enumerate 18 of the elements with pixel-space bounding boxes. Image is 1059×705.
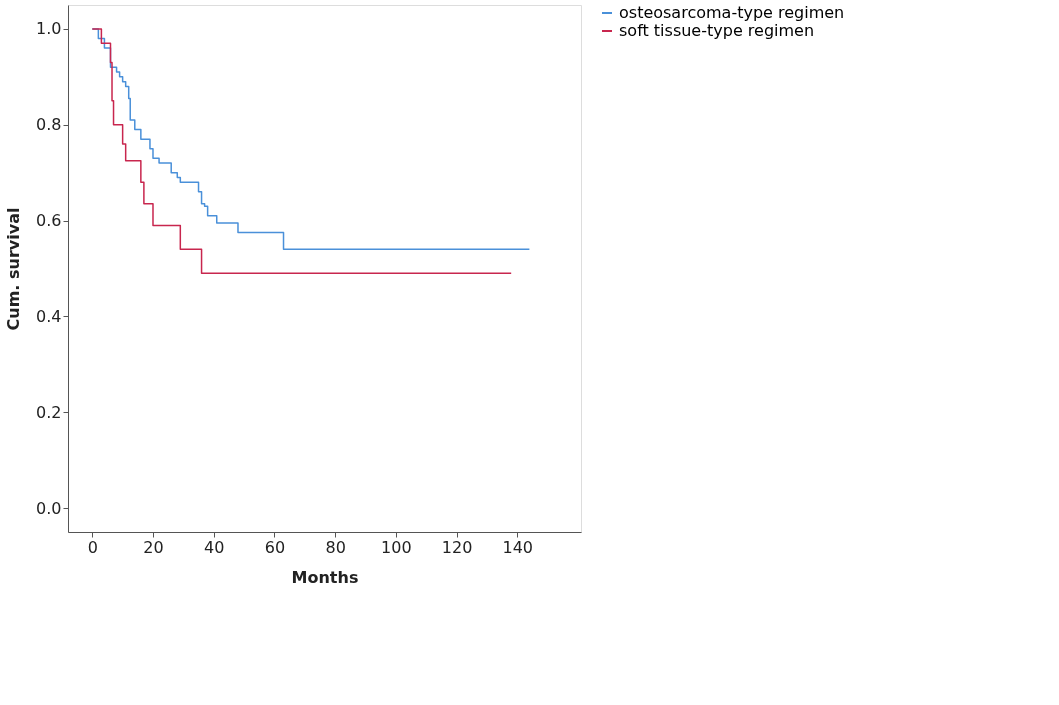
x-tick-label: 120 xyxy=(441,537,473,557)
x-tick-label: 100 xyxy=(381,537,412,557)
x-tick-label: 140 xyxy=(502,537,534,557)
y-tick-label: 0.6 xyxy=(36,211,62,231)
x-tick-label: 40 xyxy=(204,537,225,557)
legend-label: soft tissue-type regimen xyxy=(619,21,815,40)
x-tick-label: 60 xyxy=(264,537,286,557)
y-tick-label: 0.8 xyxy=(36,115,62,135)
y-tick-label: 0.2 xyxy=(36,402,62,422)
x-tick-label: 20 xyxy=(143,537,164,557)
y-tick-label: 1.0 xyxy=(36,19,62,39)
x-axis-title: Months xyxy=(291,567,359,587)
x-tick-label: 0 xyxy=(87,537,98,557)
y-axis-title: Cum. survival xyxy=(4,207,24,331)
y-tick-label: 0.4 xyxy=(36,306,62,326)
y-tick-label: 0.0 xyxy=(36,498,62,518)
x-tick-label: 80 xyxy=(325,537,346,557)
legend-label: osteosarcoma-type regimen xyxy=(619,3,845,22)
